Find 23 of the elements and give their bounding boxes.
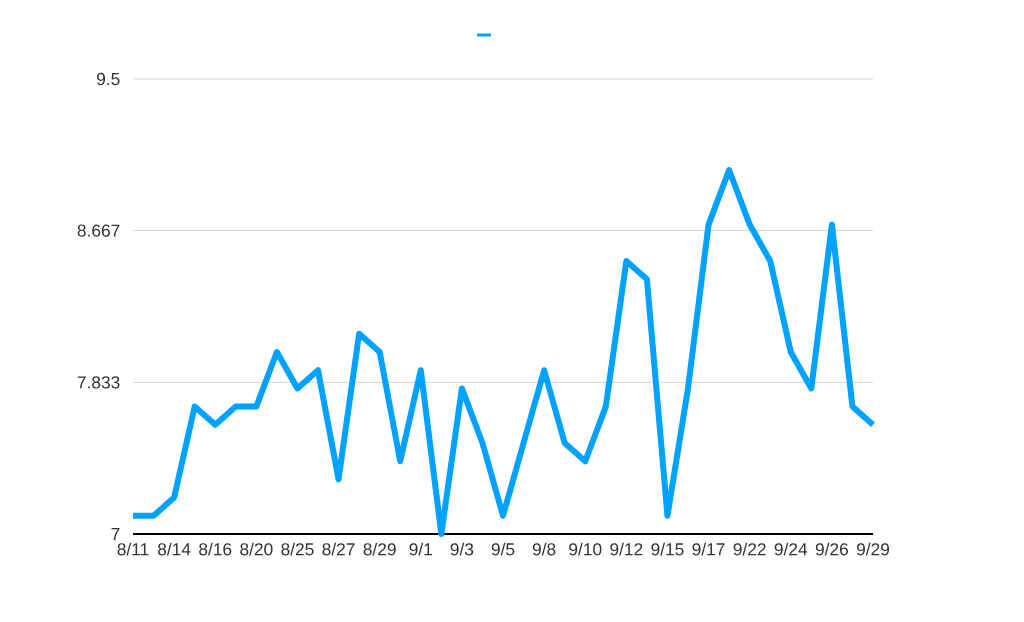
x-tick-label: 8/16 <box>199 542 232 556</box>
x-tick-label: 8/25 <box>281 542 314 556</box>
x-tick-label: 8/27 <box>322 542 355 556</box>
x-tick-label: 9/22 <box>733 542 766 556</box>
x-tick-label: 9/29 <box>856 542 890 556</box>
x-tick-label: 9/1 <box>409 542 432 556</box>
x-tick-label: 8/20 <box>240 542 273 556</box>
y-tick-label: 7.833 <box>77 376 120 389</box>
x-tick-label: 9/5 <box>491 542 515 556</box>
x-tick-label: 9/24 <box>774 542 808 556</box>
y-tick-label: 7 <box>111 528 120 540</box>
x-tick-label: 9/15 <box>651 542 684 556</box>
x-tick-label: 9/26 <box>815 542 849 556</box>
x-tick-label: 9/12 <box>610 542 643 556</box>
x-tick-label: 9/17 <box>692 542 725 556</box>
y-tick-label: 8.667 <box>77 224 120 237</box>
x-tick-label: 8/11 <box>117 542 149 556</box>
x-tick-label: 9/10 <box>569 542 602 556</box>
x-tick-label: 9/8 <box>532 542 556 556</box>
x-tick-label: 8/14 <box>158 542 191 556</box>
x-tick-label: 9/3 <box>450 542 474 556</box>
y-tick-label: 9.5 <box>97 72 120 86</box>
x-tick-label: 8/29 <box>363 542 396 556</box>
